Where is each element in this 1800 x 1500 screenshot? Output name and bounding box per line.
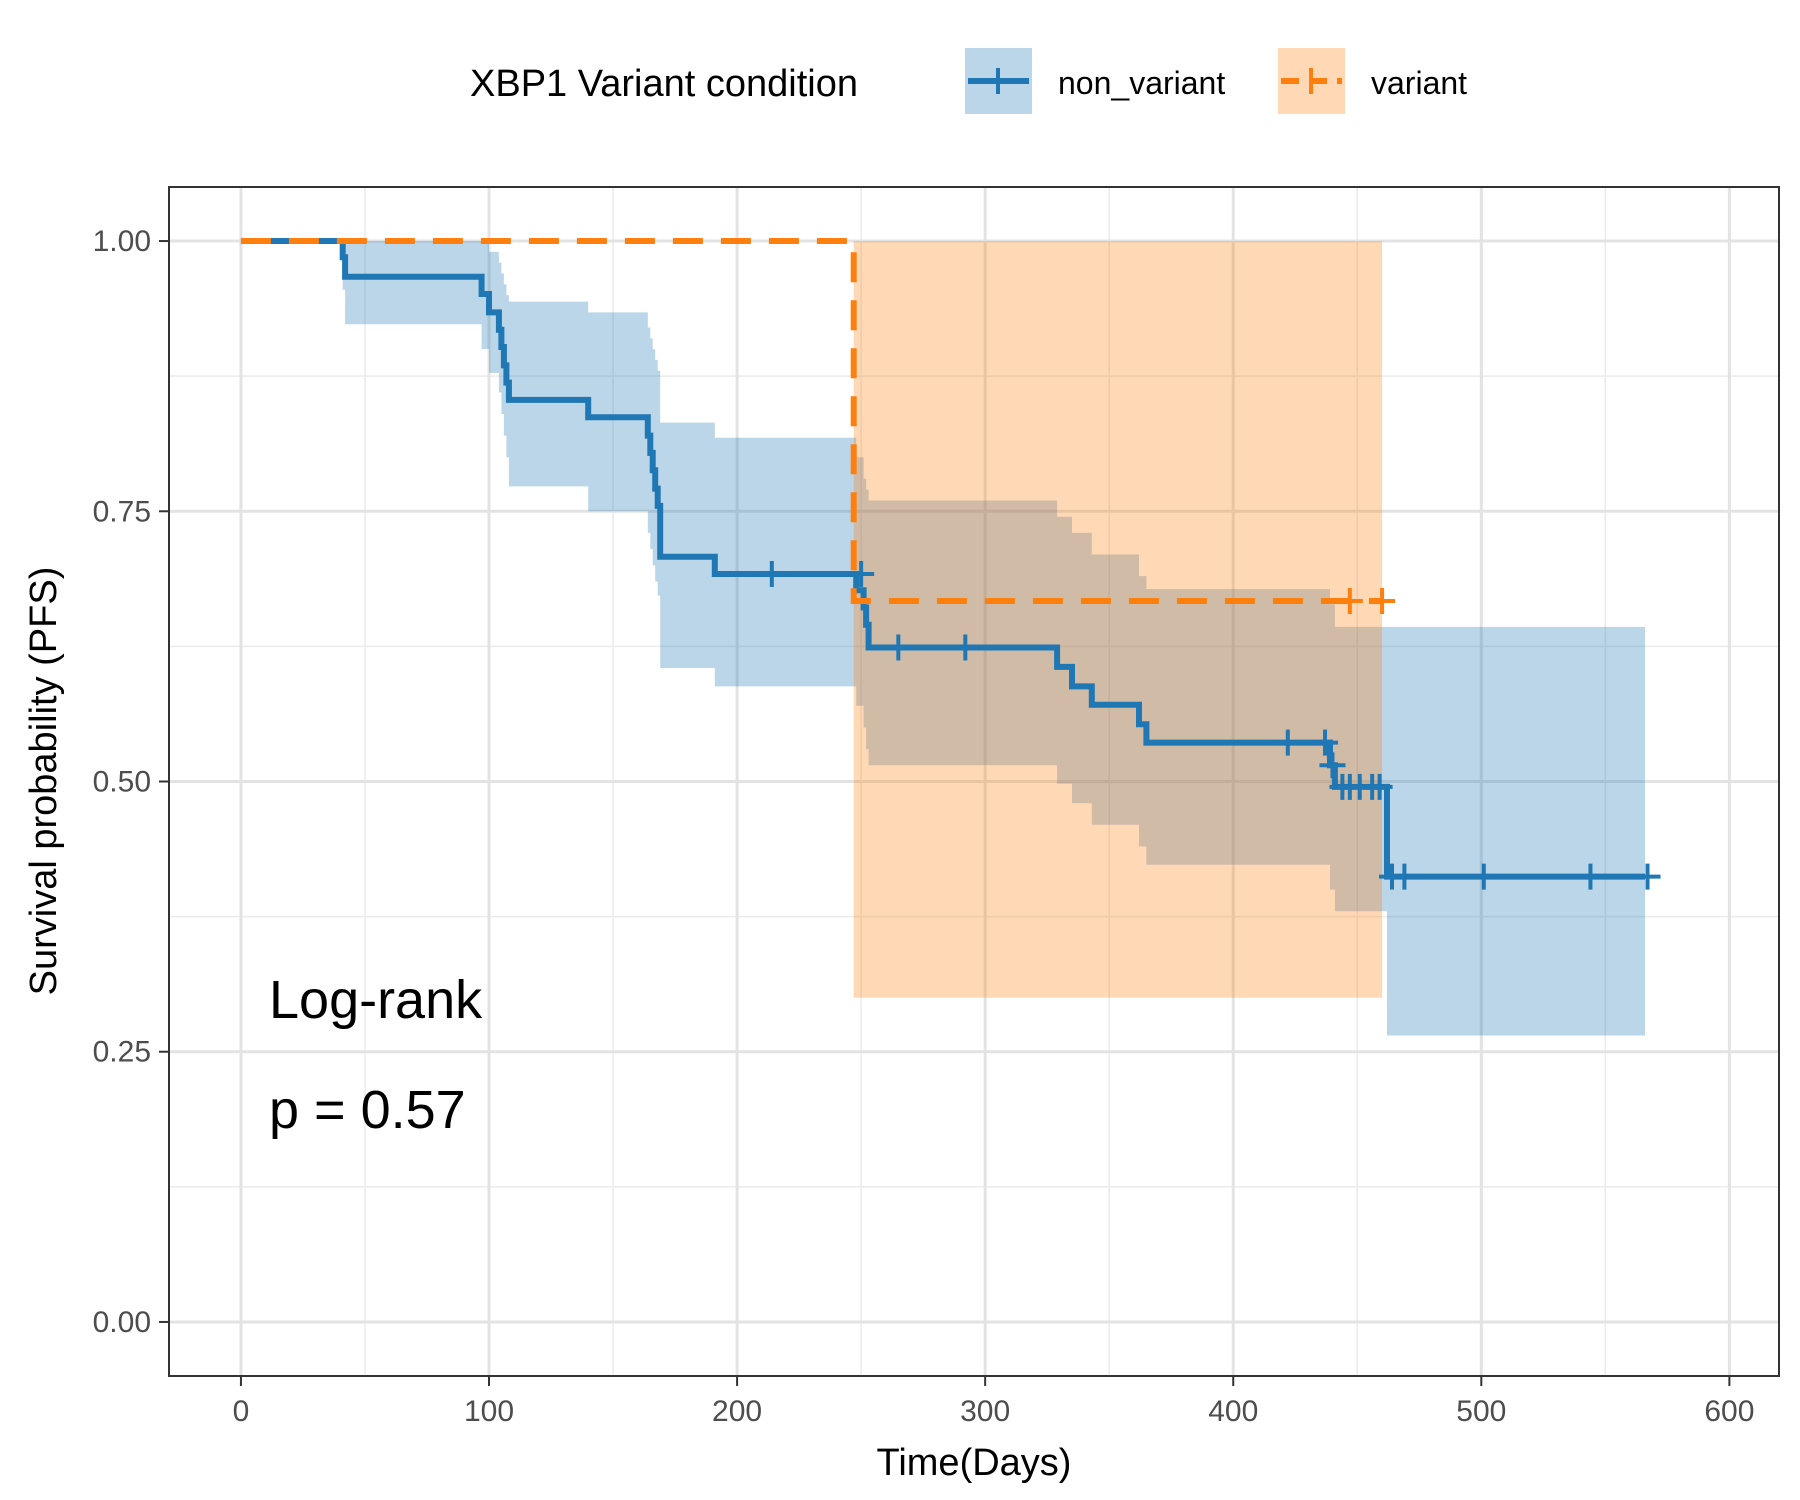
- curve-variant: [240, 238, 1383, 604]
- x-axis-label: Time(Days): [877, 1442, 1072, 1484]
- confidence-bands: [240, 241, 1645, 1036]
- x-tick-label: 300: [960, 1395, 1010, 1428]
- gridlines: [169, 187, 1779, 1376]
- legend-title: XBP1 Variant condition: [470, 63, 858, 105]
- censor-mark-non_variant: [1274, 729, 1301, 756]
- censor-mark-non_variant: [1391, 863, 1418, 890]
- x-tick-label: 600: [1704, 1395, 1754, 1428]
- censor-mark-non_variant: [952, 634, 979, 661]
- censor-mark-non_variant: [1319, 752, 1346, 779]
- legend-label-variant: variant: [1371, 65, 1467, 101]
- legend: XBP1 Variant condition non_variant varia…: [470, 48, 1467, 114]
- curve-non_variant: [240, 238, 1645, 880]
- censor-mark-non_variant: [1312, 729, 1339, 756]
- survival-curves: [240, 238, 1645, 880]
- y-axis-label: Survival probability (PFS): [23, 567, 65, 996]
- censor-mark-non_variant: [1366, 773, 1393, 800]
- x-tick-label: 100: [464, 1395, 514, 1428]
- annotation-log-rank: Log-rank: [269, 970, 483, 1030]
- annotation-p-value: p = 0.57: [269, 1080, 466, 1140]
- censor-mark-non_variant: [1634, 863, 1661, 890]
- y-tick-label: 0.25: [93, 1036, 151, 1069]
- y-tick-label: 1.00: [93, 225, 151, 258]
- ci-band-variant: [240, 241, 1383, 998]
- x-tick-label: 200: [712, 1395, 762, 1428]
- ci-band-non_variant: [240, 241, 1645, 1036]
- censor-mark-non_variant: [1577, 863, 1604, 890]
- censor-mark-non_variant: [1470, 863, 1497, 890]
- legend-label-non-variant: non_variant: [1058, 65, 1225, 101]
- censor-mark-variant: [1369, 587, 1396, 614]
- censor-mark-non_variant: [885, 634, 912, 661]
- y-tick-label: 0.00: [93, 1306, 151, 1339]
- censor-mark-variant: [1336, 587, 1363, 614]
- censor-mark-non_variant: [848, 560, 875, 587]
- x-tick-label: 500: [1456, 1395, 1506, 1428]
- y-tick-label: 0.75: [93, 495, 151, 528]
- y-axis: 0.00 0.25 0.50 0.75 1.00: [93, 225, 169, 1339]
- legend-entry-non-variant: non_variant: [965, 48, 1225, 114]
- plot-panel: Log-rank p = 0.57: [168, 186, 1780, 1377]
- y-tick-label: 0.50: [93, 766, 151, 799]
- x-tick-label: 0: [233, 1395, 250, 1428]
- censor-marks: [758, 560, 1661, 890]
- x-tick-label: 400: [1208, 1395, 1258, 1428]
- legend-entry-variant: variant: [1278, 48, 1467, 114]
- x-axis: 0 100 200 300 400 500 600: [233, 1376, 1754, 1428]
- censor-mark-non_variant: [758, 560, 785, 587]
